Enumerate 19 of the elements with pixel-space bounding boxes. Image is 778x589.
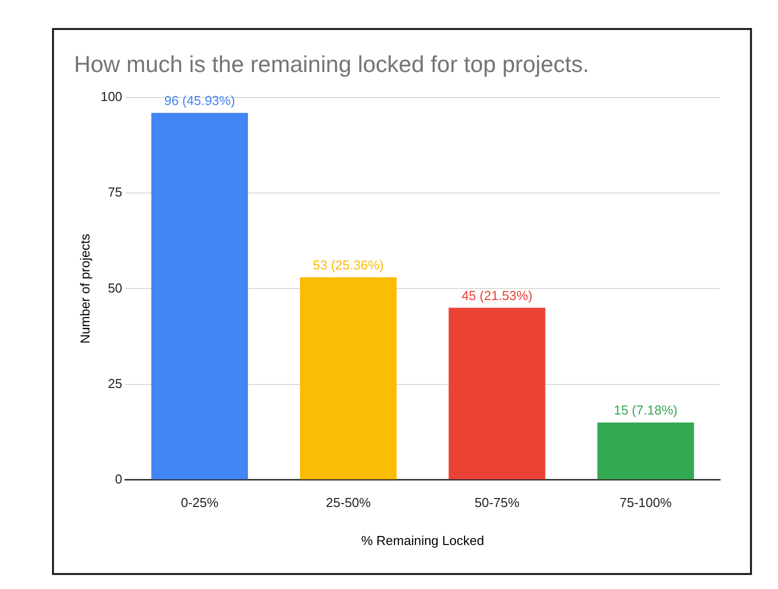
bar <box>597 422 694 480</box>
bar <box>151 112 248 480</box>
data-label: 96 (45.93%) <box>164 92 236 108</box>
data-label: 53 (25.36%) <box>312 257 384 272</box>
y-tick-label: 100 <box>100 89 122 104</box>
x-tick-label: 0-25% <box>180 495 219 510</box>
y-tick-label: 50 <box>108 280 122 296</box>
x-tick-label: 75-100% <box>620 495 672 510</box>
y-tick-label: 25 <box>108 376 122 391</box>
y-axis-title: Number of projects <box>77 233 92 344</box>
y-tick-label: 0 <box>115 471 122 486</box>
data-label: 15 (7.18%) <box>614 402 678 418</box>
x-tick-label: 25-50% <box>326 495 372 510</box>
bar <box>300 277 397 480</box>
chart-title: How much is the remaining locked for top projects. <box>74 51 590 78</box>
data-label: 45 (21.53%) <box>462 288 532 303</box>
x-tick-label: 50-75% <box>474 495 520 510</box>
y-tick-label: 75 <box>108 184 122 200</box>
bar <box>448 308 546 480</box>
